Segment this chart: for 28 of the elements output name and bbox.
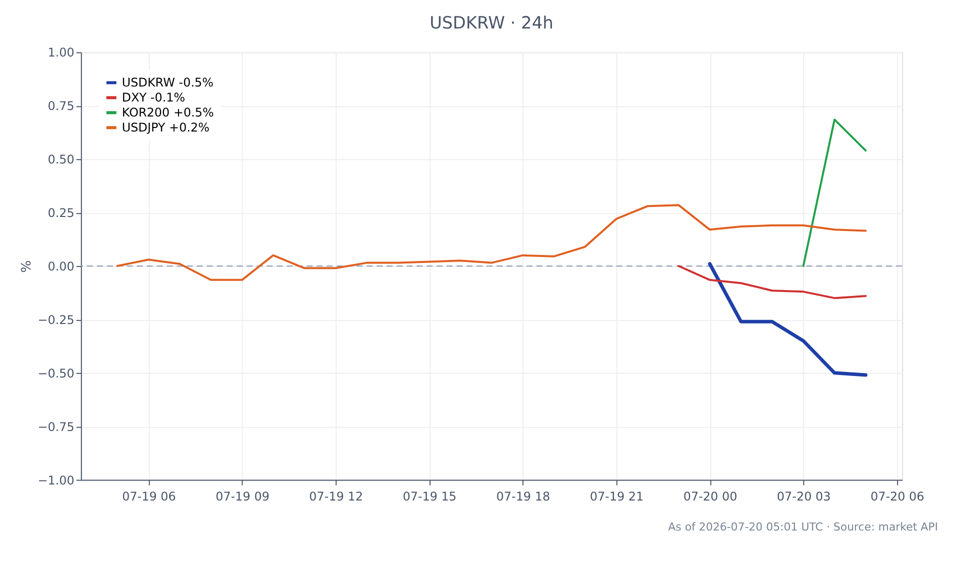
- y-tick-label: 0.75: [48, 99, 74, 114]
- x-tick-label: 07-20 00: [683, 489, 738, 504]
- x-tick-label: 07-20 06: [870, 489, 924, 504]
- line-series: [116, 204, 867, 281]
- line-series: [708, 262, 868, 377]
- x-tick-label: 07-19 15: [402, 489, 457, 504]
- legend-label: KOR200 +0.5%: [122, 106, 214, 120]
- y-tick-label: 1.00: [48, 46, 74, 60]
- legend-label: USDJPY +0.2%: [122, 120, 210, 135]
- legend-label: DXY -0.1%: [122, 90, 186, 105]
- y-tick-label: 0.50: [48, 152, 74, 167]
- text: As of 2026-07-20 05:01 UTC · Source: market API: [668, 520, 938, 534]
- y-tick-label: 0.25: [48, 206, 74, 220]
- line-series: [678, 265, 867, 300]
- y-tick-label: −0.50: [38, 366, 74, 380]
- y-tick-label: 0.00: [48, 260, 74, 274]
- x-tick-label: 07-19 12: [309, 489, 363, 504]
- y-tick-label: −0.25: [38, 312, 74, 327]
- y-tick-label: −1.00: [38, 473, 74, 488]
- y-axis-title: %: [20, 260, 35, 273]
- chart-title: USDKRW · 24h: [430, 13, 554, 34]
- x-tick-label: 07-19 18: [496, 489, 550, 504]
- x-tick-label: 07-19 21: [590, 489, 644, 504]
- x-tick-label: 07-19 06: [122, 489, 176, 504]
- legend-label: USDKRW -0.5%: [122, 76, 214, 90]
- x-tick-label: 07-20 03: [776, 489, 831, 504]
- y-tick-label: −0.75: [38, 420, 74, 434]
- x-tick-label: 07-19 09: [216, 489, 270, 504]
